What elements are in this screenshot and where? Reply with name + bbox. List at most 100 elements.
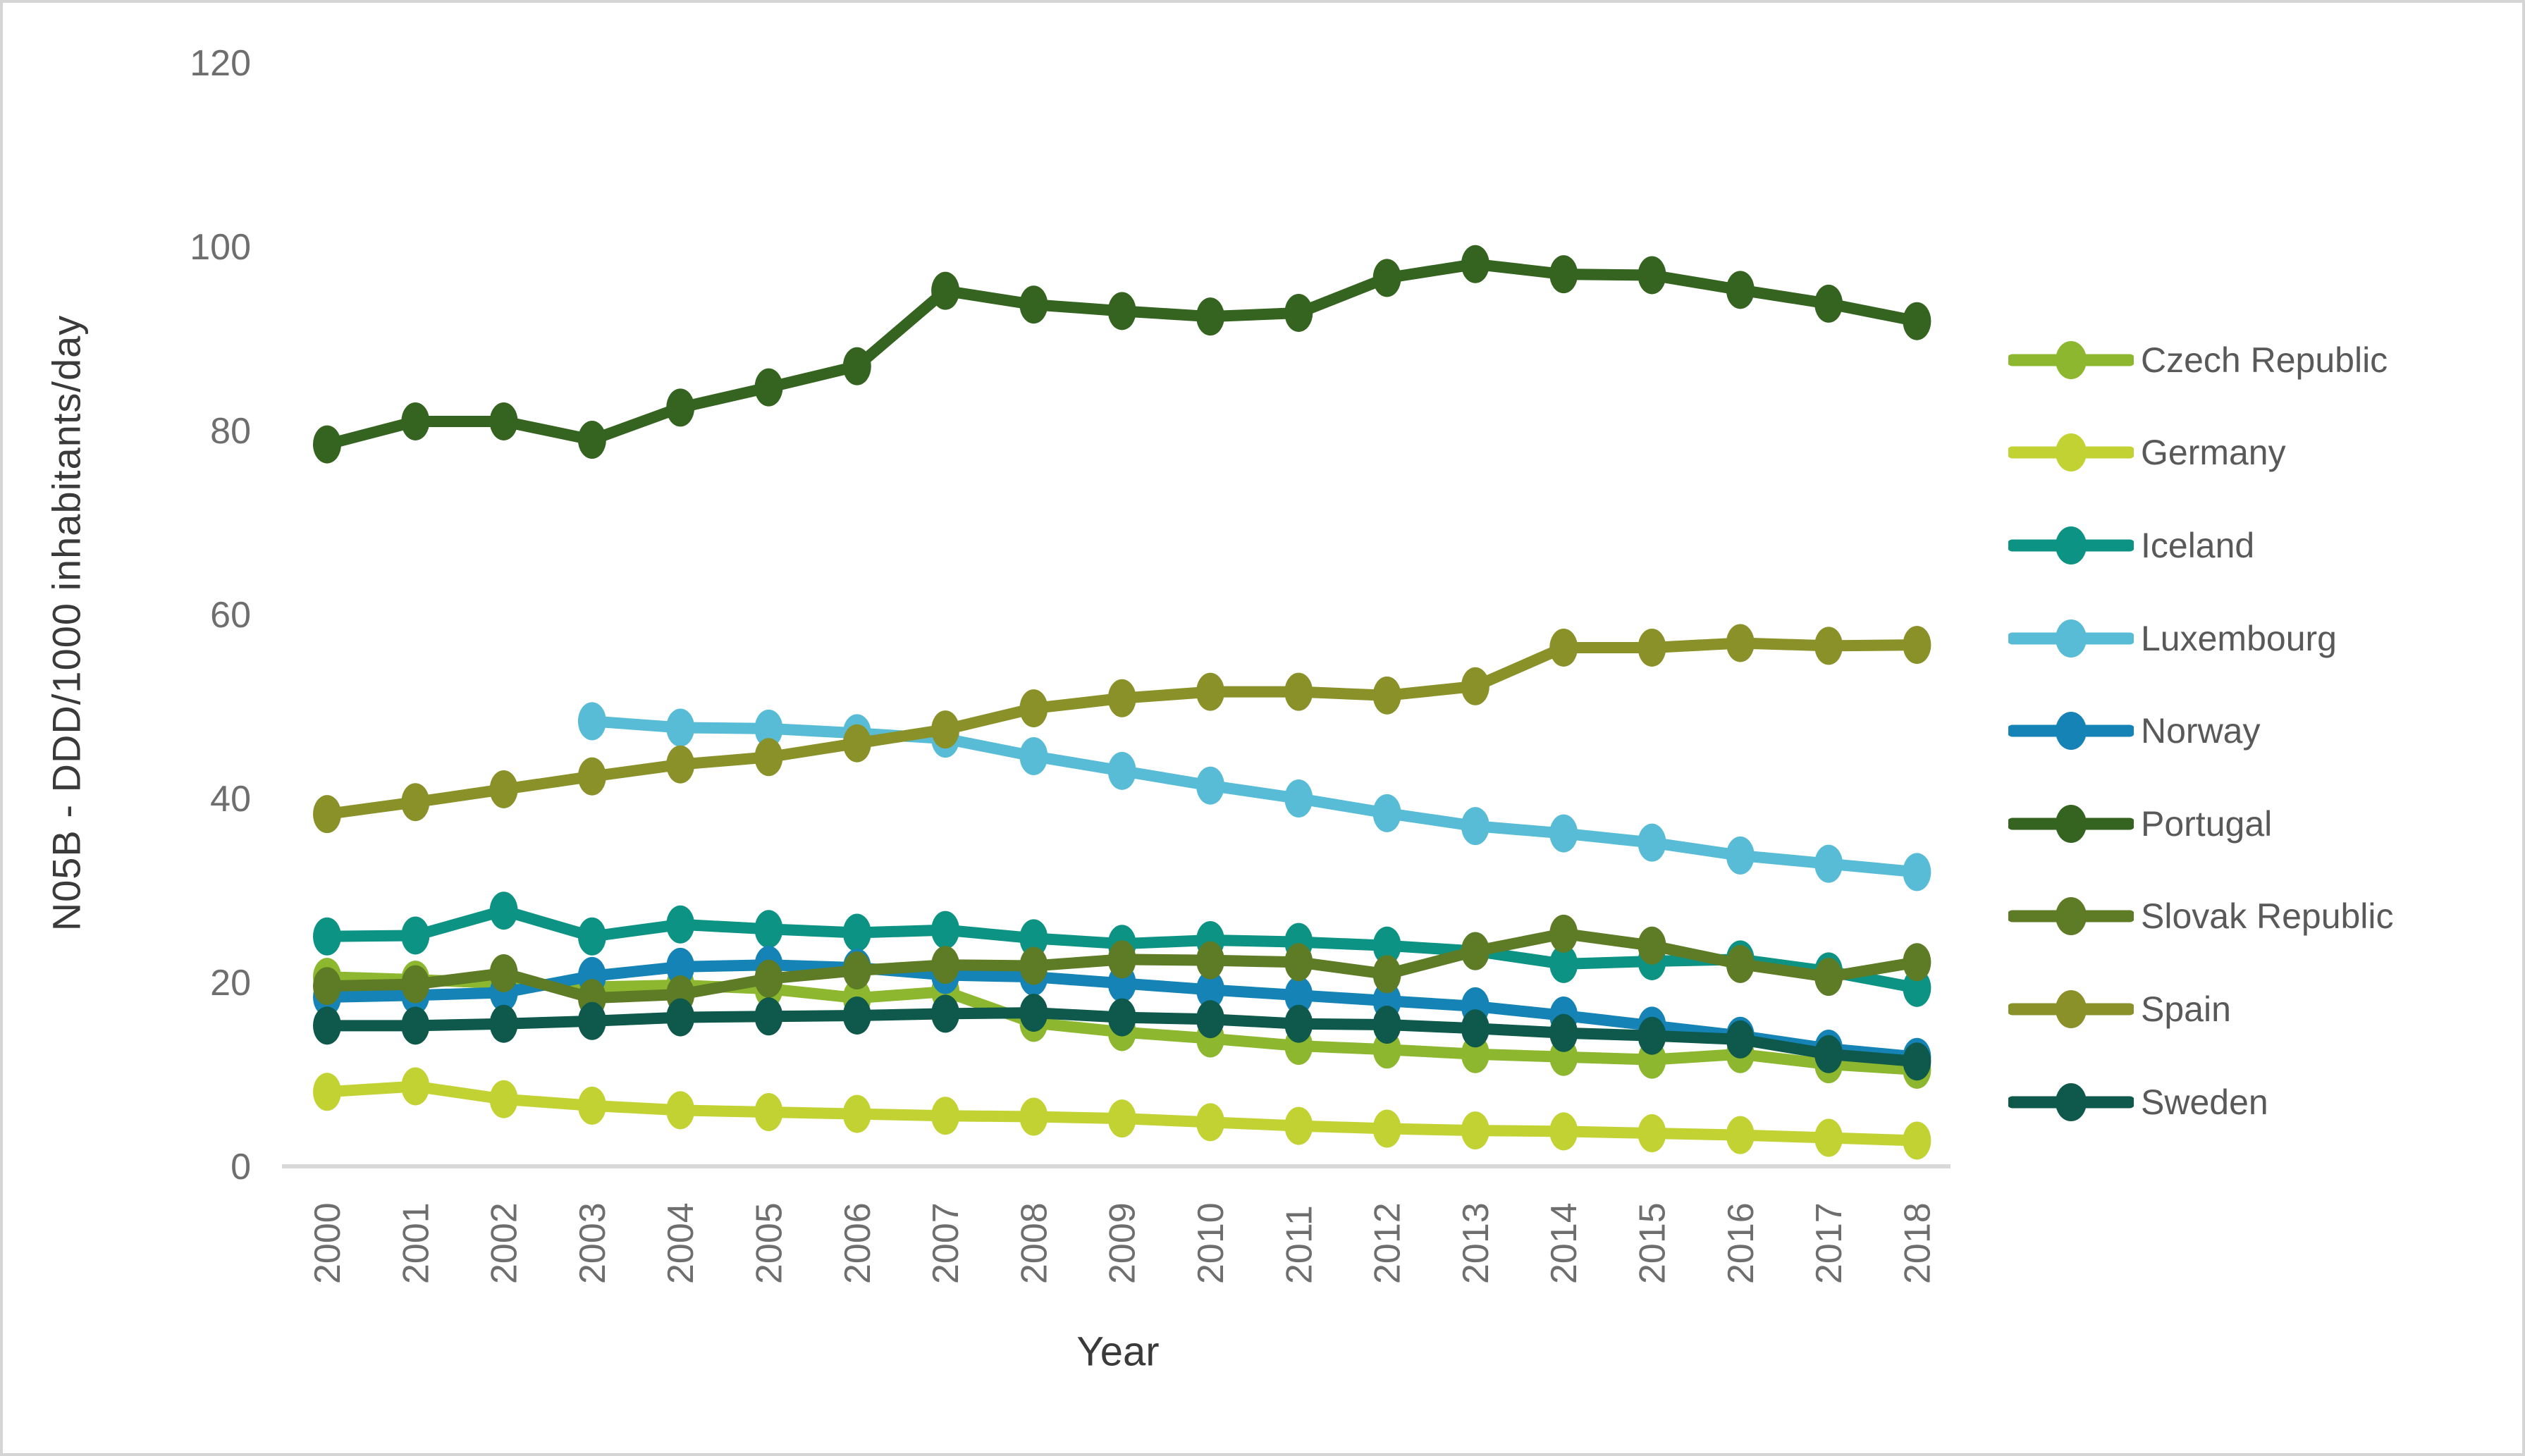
data-point-marker: [754, 1093, 783, 1132]
data-point-marker: [1814, 1035, 1843, 1073]
x-tick-label: 2018: [1897, 1202, 1938, 1284]
data-point-marker: [577, 757, 606, 796]
data-point-marker: [1903, 626, 1931, 665]
data-point-marker: [1726, 1116, 1755, 1154]
data-point-marker: [1372, 259, 1401, 297]
y-axis-title: N05B - DDD/1000 inhabitants/day: [44, 314, 89, 932]
data-point-marker: [577, 702, 606, 741]
data-point-marker: [666, 905, 695, 944]
data-point-marker: [1284, 1004, 1313, 1043]
data-point-marker: [931, 1097, 960, 1135]
legend-line-marker-icon: [2008, 526, 2134, 564]
legend-item-label: Czech Republic: [2141, 340, 2388, 380]
data-point-marker: [1019, 919, 1048, 958]
data-point-marker: [1549, 1112, 1578, 1151]
data-point-marker: [931, 710, 960, 749]
legend-item-label: Germany: [2141, 433, 2286, 473]
data-point-marker: [1726, 624, 1755, 662]
data-point-marker: [666, 388, 695, 427]
data-point-marker: [313, 1006, 341, 1045]
data-point-marker: [489, 954, 518, 992]
data-point-marker: [842, 913, 871, 952]
data-point-marker: [401, 916, 430, 955]
data-point-marker: [313, 1073, 341, 1111]
data-point-marker: [577, 1086, 606, 1125]
data-point-marker: [1284, 672, 1313, 711]
data-point-marker: [1107, 998, 1136, 1037]
x-tick-label: 2015: [1633, 1202, 1673, 1284]
legend-item-luxembourg: Luxembourg: [2008, 592, 2394, 685]
data-point-marker: [401, 1067, 430, 1106]
data-point-marker: [1549, 255, 1578, 294]
x-tick-label: 2016: [1721, 1202, 1762, 1284]
legend-item-label: Spain: [2141, 989, 2231, 1029]
x-tick-label: 2006: [837, 1202, 878, 1284]
data-point-marker: [1019, 689, 1048, 728]
data-point-marker: [1903, 1121, 1931, 1160]
series-slovak-republic: [313, 914, 1931, 1018]
y-tick-label: 80: [210, 411, 251, 452]
data-point-marker: [1284, 779, 1313, 818]
data-point-marker: [931, 271, 960, 310]
legend-line-marker-icon: [2008, 1082, 2134, 1121]
data-point-marker: [754, 997, 783, 1036]
data-point-marker: [1461, 667, 1489, 705]
legend-line-marker-icon: [2008, 897, 2134, 936]
legend-line-marker-icon: [2008, 804, 2134, 843]
data-point-marker: [1107, 1099, 1136, 1138]
series-sweden: [313, 994, 1931, 1081]
data-point-marker: [1196, 1000, 1224, 1039]
line-chart: 0 20 40 60 80 100 120 2000 2001 2002 2003 2004 2005 2…: [190, 43, 1950, 1284]
data-point-marker: [1107, 292, 1136, 331]
data-point-marker: [754, 910, 783, 949]
data-point-marker: [401, 783, 430, 822]
x-tick-label: 2011: [1279, 1205, 1320, 1284]
data-point-marker: [1638, 823, 1666, 862]
data-point-marker: [754, 368, 783, 407]
legend-line-marker-icon: [2008, 433, 2134, 472]
data-point-marker: [1814, 1118, 1843, 1157]
y-tick-label: 40: [210, 779, 251, 820]
legend-item-portugal: Portugal: [2008, 777, 2394, 870]
data-point-marker: [931, 946, 960, 985]
legend-item-sweden: Sweden: [2008, 1056, 2394, 1149]
data-point-marker: [1107, 751, 1136, 790]
data-point-marker: [754, 709, 783, 748]
data-point-marker: [313, 917, 341, 956]
y-tick-label: 120: [190, 43, 251, 84]
y-tick-label: 60: [210, 595, 251, 636]
data-point-marker: [577, 421, 606, 459]
data-point-marker: [1903, 1042, 1931, 1081]
data-point-marker: [1726, 944, 1755, 983]
data-point-marker: [1549, 628, 1578, 667]
data-point-marker: [842, 951, 871, 990]
legend-item-iceland: Iceland: [2008, 499, 2394, 592]
y-tick-label: 0: [231, 1147, 251, 1187]
x-tick-label: 2014: [1544, 1202, 1585, 1284]
data-point-marker: [666, 745, 695, 784]
data-point-marker: [1196, 1103, 1224, 1142]
data-point-marker: [1549, 1013, 1578, 1052]
data-point-marker: [313, 425, 341, 464]
data-point-marker: [313, 967, 341, 1006]
data-point-marker: [1019, 994, 1048, 1032]
legend-item-label: Slovak Republic: [2141, 896, 2394, 937]
x-tick-label: 2007: [926, 1202, 966, 1284]
data-point-marker: [489, 892, 518, 930]
data-point-marker: [1549, 814, 1578, 853]
data-point-marker: [1372, 794, 1401, 832]
data-point-marker: [754, 738, 783, 777]
data-point-marker: [1284, 976, 1313, 1015]
series-portugal: [313, 245, 1931, 464]
legend-item-label: Iceland: [2141, 525, 2255, 565]
y-tick-label: 20: [210, 963, 251, 1004]
data-point-marker: [1549, 914, 1578, 953]
y-tick-label: 100: [190, 227, 251, 268]
data-point-marker: [1196, 766, 1224, 805]
data-point-marker: [1284, 293, 1313, 332]
data-point-marker: [1461, 245, 1489, 283]
legend-item-norway: Norway: [2008, 684, 2394, 777]
legend-item-slovak-republic: Slovak Republic: [2008, 870, 2394, 963]
data-point-marker: [1638, 1016, 1666, 1055]
data-point-marker: [1726, 836, 1755, 875]
